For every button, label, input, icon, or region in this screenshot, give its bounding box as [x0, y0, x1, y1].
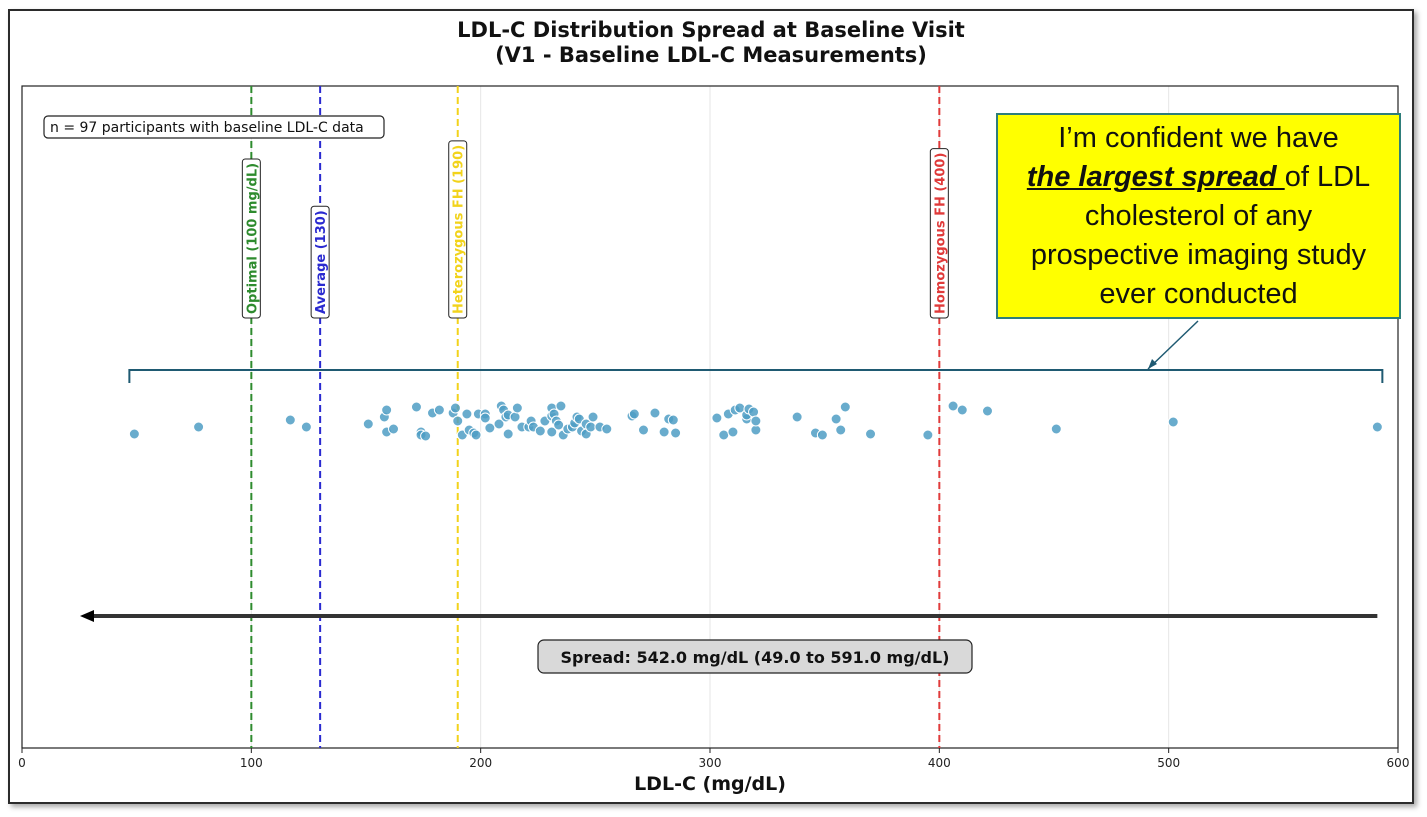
callout-line-4: prospective imaging study — [1030, 238, 1367, 271]
ref-label-box-1 — [310, 205, 330, 319]
data-point-0 — [128, 428, 140, 440]
n-annotation-box — [43, 115, 385, 139]
x-tick-label-600: 600 — [1387, 756, 1410, 770]
data-point-67 — [667, 414, 679, 426]
data-point-14 — [433, 404, 445, 416]
data-point-22 — [470, 429, 482, 441]
data-point-80 — [750, 415, 762, 427]
data-point-17 — [452, 415, 464, 427]
chart-title: LDL-C Distribution Spread at Baseline Vi… — [457, 18, 965, 42]
data-point-83 — [816, 429, 828, 441]
data-point-88 — [922, 429, 934, 441]
data-point-26 — [484, 422, 496, 434]
n-annotation: n = 97 participants with baseline LDL-C … — [43, 115, 385, 139]
data-point-62 — [628, 408, 640, 420]
data-point-85 — [835, 424, 847, 436]
x-axis-label: LDL-C (mg/dL) — [634, 773, 786, 795]
data-point-8 — [388, 423, 400, 435]
data-point-60 — [601, 423, 613, 435]
data-point-89 — [947, 400, 959, 412]
ldl-scatter-chart: LDL-C Distribution Spread at Baseline Vi… — [18, 18, 1409, 795]
data-point-94 — [1371, 421, 1383, 433]
x-tick-label-500: 500 — [1157, 756, 1180, 770]
x-tick-label-200: 200 — [469, 756, 492, 770]
ref-label-text-3: Homozygous FH (400) — [933, 153, 948, 314]
data-point-3 — [300, 421, 312, 433]
data-point-93 — [1167, 416, 1179, 428]
data-point-81 — [791, 411, 803, 423]
data-point-7 — [381, 404, 393, 416]
data-point-57 — [585, 421, 597, 433]
ref-label-box-3 — [929, 148, 949, 319]
data-point-64 — [649, 407, 661, 419]
data-point-84 — [830, 413, 842, 425]
data-point-58 — [587, 411, 599, 423]
data-point-65 — [658, 426, 670, 438]
callout-pointer-line — [1147, 320, 1199, 370]
data-point-39 — [534, 425, 546, 437]
data-point-9 — [410, 401, 422, 413]
data-point-86 — [839, 401, 851, 413]
data-point-72 — [727, 426, 739, 438]
x-tick-label-100: 100 — [240, 756, 263, 770]
data-point-63 — [637, 424, 649, 436]
data-point-43 — [546, 426, 558, 438]
data-point-33 — [509, 411, 521, 423]
spread-annotation-text: Spread: 542.0 mg/dL (49.0 to 591.0 mg/dL… — [561, 648, 950, 667]
data-point-32 — [502, 428, 514, 440]
spread-annotation: Spread: 542.0 mg/dL (49.0 to 591.0 mg/dL… — [537, 639, 973, 674]
spread-annotation-box — [537, 639, 973, 674]
ref-label-0: Optimal (100 mg/dL) — [241, 158, 261, 319]
data-point-70 — [718, 429, 730, 441]
ref-label-2: Heterozygous FH (190) — [448, 140, 468, 319]
data-points — [128, 400, 1383, 442]
data-point-16 — [449, 402, 461, 414]
x-tick-label-0: 0 — [18, 756, 26, 770]
callout-box: I’m confident we have the largest spread… — [996, 113, 1401, 319]
chart-subtitle: (V1 - Baseline LDL-C Measurements) — [495, 43, 927, 67]
spread-arrow — [80, 610, 1378, 622]
callout-pointer-arrowhead — [1148, 359, 1157, 369]
n-annotation-text: n = 97 participants with baseline LDL-C … — [50, 120, 364, 136]
ref-label-box-0 — [241, 158, 261, 319]
data-point-92 — [1050, 423, 1062, 435]
callout-line-2: the largest spread of LDL — [1027, 158, 1370, 197]
data-point-34 — [511, 402, 523, 414]
data-point-69 — [711, 412, 723, 424]
ref-label-box-2 — [448, 140, 468, 319]
data-point-1 — [193, 421, 205, 433]
ref-label-1: Average (130) — [310, 205, 330, 319]
data-point-78 — [748, 406, 760, 418]
x-axis-ticks: 0 100 200 300 400 500 600 — [18, 748, 1409, 770]
data-point-25 — [479, 412, 491, 424]
callout-emphasis: the largest spread — [1026, 160, 1285, 193]
ref-label-text-0: Optimal (100 mg/dL) — [245, 163, 260, 314]
data-point-47 — [555, 400, 567, 412]
spread-bracket-path — [128, 369, 1384, 383]
spread-bracket — [128, 369, 1384, 383]
data-point-12 — [420, 430, 432, 442]
callout-line-5: ever conducted — [1099, 277, 1298, 310]
data-point-19 — [461, 408, 473, 420]
ref-label-text-1: Average (130) — [314, 210, 329, 314]
data-point-90 — [956, 404, 968, 416]
spread-arrow-head — [80, 610, 94, 622]
data-point-27 — [493, 418, 505, 430]
data-point-91 — [981, 405, 993, 417]
data-point-4 — [362, 418, 374, 430]
data-point-68 — [670, 427, 682, 439]
ref-label-3: Homozygous FH (400) — [929, 148, 949, 319]
callout-line-3: cholesterol of any — [1084, 199, 1313, 232]
callout-line-2-rest: of LDL — [1284, 160, 1371, 193]
ref-label-text-2: Heterozygous FH (190) — [452, 145, 467, 314]
data-point-46 — [553, 419, 565, 431]
reference-lines: Optimal (100 mg/dL) Average (130) Heterozy… — [241, 86, 949, 748]
x-tick-label-300: 300 — [699, 756, 722, 770]
callout-line-1: I’m confident we have — [1058, 121, 1339, 154]
x-tick-label-400: 400 — [928, 756, 951, 770]
data-point-87 — [865, 428, 877, 440]
data-point-2 — [284, 414, 296, 426]
